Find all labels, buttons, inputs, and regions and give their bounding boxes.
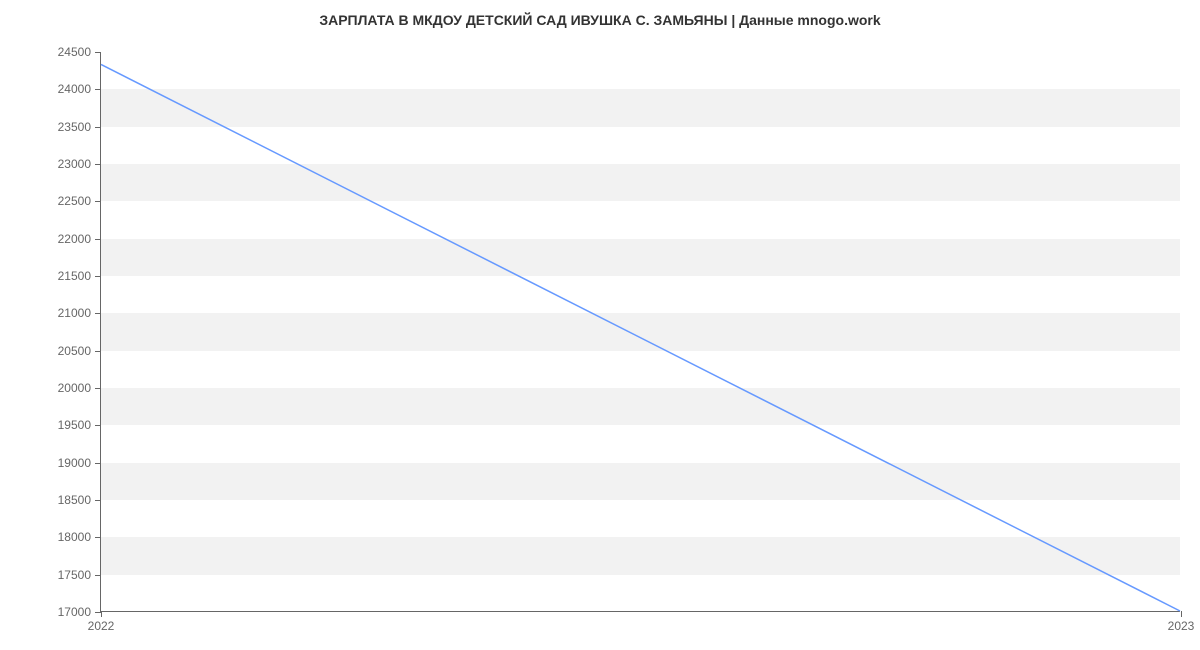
y-tick-label: 21500: [58, 269, 91, 283]
x-tick-label: 2023: [1168, 619, 1195, 633]
y-tick-label: 23000: [58, 157, 91, 171]
y-tick-label: 24500: [58, 45, 91, 59]
chart-title: ЗАРПЛАТА В МКДОУ ДЕТСКИЙ САД ИВУШКА С. З…: [0, 12, 1200, 28]
y-tick: [95, 351, 101, 352]
y-tick: [95, 52, 101, 53]
y-tick: [95, 500, 101, 501]
chart-plot-area: 1700017500180001850019000195002000020500…: [100, 52, 1180, 612]
y-tick-label: 17000: [58, 605, 91, 619]
y-tick-label: 22500: [58, 194, 91, 208]
y-tick: [95, 425, 101, 426]
y-tick-label: 18000: [58, 530, 91, 544]
plot-frame: 1700017500180001850019000195002000020500…: [100, 52, 1180, 612]
y-tick-label: 21000: [58, 306, 91, 320]
x-tick-label: 2022: [88, 619, 115, 633]
y-tick: [95, 89, 101, 90]
y-tick-label: 18500: [58, 493, 91, 507]
y-tick: [95, 313, 101, 314]
salary-line: [101, 64, 1180, 611]
y-tick-label: 19000: [58, 456, 91, 470]
x-tick: [1181, 611, 1182, 617]
x-tick: [101, 611, 102, 617]
y-tick: [95, 537, 101, 538]
y-tick: [95, 388, 101, 389]
y-tick-label: 24000: [58, 82, 91, 96]
y-tick: [95, 127, 101, 128]
y-tick: [95, 276, 101, 277]
y-tick: [95, 463, 101, 464]
y-tick-label: 19500: [58, 418, 91, 432]
y-tick: [95, 575, 101, 576]
line-series: [101, 52, 1180, 611]
y-tick-label: 22000: [58, 232, 91, 246]
y-tick: [95, 239, 101, 240]
y-tick-label: 23500: [58, 120, 91, 134]
y-tick-label: 20000: [58, 381, 91, 395]
y-tick: [95, 201, 101, 202]
y-tick: [95, 164, 101, 165]
y-tick-label: 17500: [58, 568, 91, 582]
y-tick-label: 20500: [58, 344, 91, 358]
